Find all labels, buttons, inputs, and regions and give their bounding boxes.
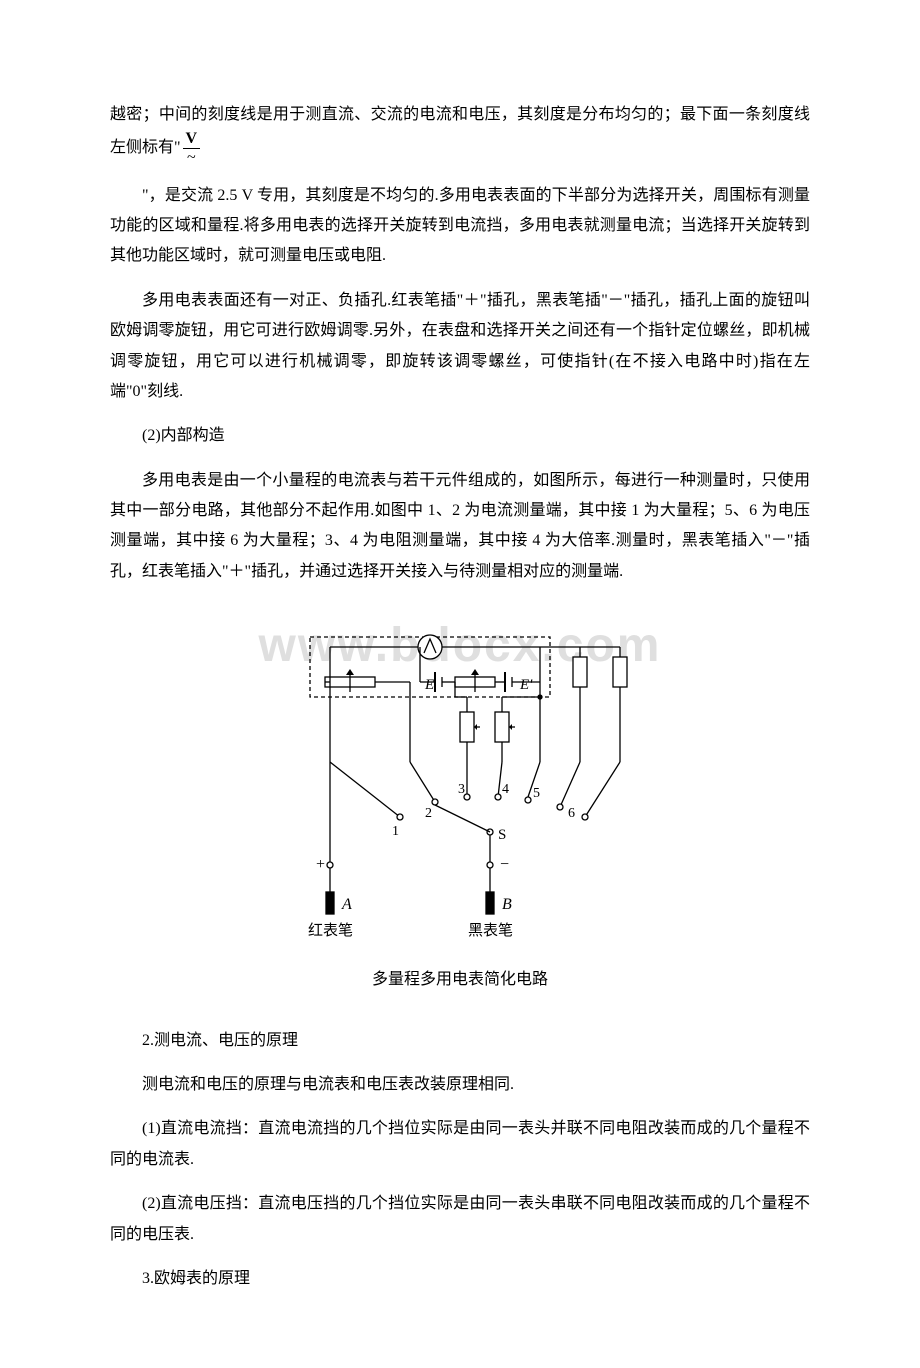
svg-text:B: B	[502, 896, 512, 913]
circuit-diagram-container: E E'	[110, 617, 810, 995]
svg-text:6: 6	[568, 806, 575, 821]
svg-text:+: +	[316, 856, 325, 873]
paragraph-2: "，是交流 2.5 V 专用，其刻度是不均匀的.多用电表表面的下半部分为选择开关…	[110, 181, 810, 272]
diagram-caption: 多量程多用电表简化电路	[110, 965, 810, 995]
paragraph-10: 3.欧姆表的原理	[110, 1264, 810, 1294]
paragraph-1: 越密；中间的刻度线是用于测直流、交流的电流和电压，其刻度是分布均匀的；最下面一条…	[110, 100, 810, 167]
svg-text:黑表笔: 黑表笔	[468, 922, 513, 939]
para1-text: 越密；中间的刻度线是用于测直流、交流的电流和电压，其刻度是分布均匀的；最下面一条…	[110, 106, 810, 156]
paragraph-8: (1)直流电流挡：直流电流挡的几个挡位实际是由同一表头并联不同电阻改装而成的几个…	[110, 1114, 810, 1175]
frac-denominator: ~	[183, 149, 201, 167]
svg-text:−: −	[500, 856, 509, 873]
svg-text:4: 4	[502, 782, 509, 797]
svg-text:2: 2	[425, 806, 432, 821]
svg-text:S: S	[498, 827, 506, 843]
paragraph-3: 多用电表表面还有一对正、负插孔.红表笔插"＋"插孔，黑表笔插"－"插孔，插孔上面…	[110, 286, 810, 408]
paragraph-4: (2)内部构造	[110, 421, 810, 451]
fraction-symbol: V~	[183, 130, 201, 166]
svg-text:1: 1	[392, 824, 399, 839]
paragraph-7: 测电流和电压的原理与电流表和电压表改装原理相同.	[110, 1070, 810, 1100]
svg-text:红表笔: 红表笔	[308, 922, 353, 939]
frac-numerator: V	[183, 130, 201, 149]
svg-text:5: 5	[533, 786, 540, 801]
svg-text:A: A	[341, 896, 352, 913]
document-content: 越密；中间的刻度线是用于测直流、交流的电流和电压，其刻度是分布均匀的；最下面一条…	[110, 100, 810, 1294]
svg-text:3: 3	[458, 782, 465, 797]
paragraph-5: 多用电表是由一个小量程的电流表与若干元件组成的，如图所示，每进行一种测量时，只使…	[110, 466, 810, 588]
svg-text:E: E	[424, 677, 434, 693]
paragraph-9: (2)直流电压挡：直流电压挡的几个挡位实际是由同一表头串联不同电阻改装而成的几个…	[110, 1189, 810, 1250]
svg-text:E': E'	[519, 677, 533, 693]
paragraph-6: 2.测电流、电压的原理	[110, 1026, 810, 1056]
circuit-diagram: E E'	[280, 617, 640, 957]
